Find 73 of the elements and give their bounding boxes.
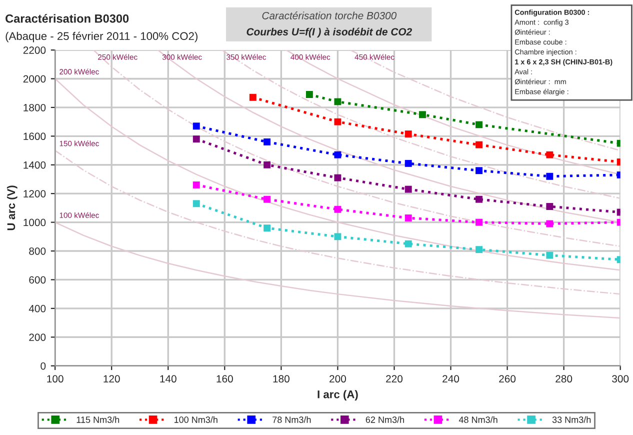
- chart-subtitle: (Abaque - 25 février 2011 - 100% CO2): [6, 32, 198, 42]
- x-tick-label: 140: [160, 375, 176, 383]
- y-tick-label: 1200: [24, 190, 46, 198]
- point: [264, 196, 271, 203]
- point: [404, 186, 412, 193]
- point: [476, 121, 482, 128]
- point: [404, 160, 412, 167]
- y-tick-label: 2000: [23, 75, 46, 83]
- y-tick-label: 200: [29, 334, 46, 341]
- x-tick-label: 120: [104, 375, 120, 383]
- point: [404, 130, 412, 138]
- point: [546, 220, 554, 228]
- point: [404, 214, 412, 222]
- y-tick-label: 0: [40, 362, 46, 370]
- point: [192, 181, 200, 188]
- y-tick-label: 1800: [24, 104, 46, 112]
- point: [334, 118, 342, 126]
- x-tick-label: 100: [47, 375, 64, 383]
- point: [334, 174, 342, 182]
- legend-label: 115 Nm3/h: [76, 416, 120, 423]
- legend-label: 100 Nm3/h: [174, 416, 218, 423]
- point: [264, 161, 271, 168]
- y-tick-label: 2200: [23, 46, 46, 54]
- point: [192, 136, 200, 142]
- point: [476, 196, 482, 203]
- y-tick-label: 1000: [24, 218, 46, 226]
- x-tick-label: 280: [556, 375, 572, 383]
- x-axis-title: I arc (A): [318, 390, 358, 400]
- x-tick-label: 200: [330, 375, 346, 383]
- x-tick-label: 220: [386, 375, 403, 383]
- point: [249, 94, 256, 101]
- text: Caractérisation torche B0300: [262, 12, 397, 20]
- x-tick-label: 240: [442, 375, 460, 383]
- x-tick-label: 180: [273, 375, 290, 383]
- y-tick-label: 1600: [24, 132, 46, 140]
- point: [334, 98, 342, 106]
- point: [476, 167, 482, 174]
- point: [476, 141, 482, 148]
- line-series: [55, 150, 620, 295]
- line-series: [221, 50, 620, 199]
- point: [264, 224, 271, 232]
- legend-label: 48 Nm3/h: [458, 416, 498, 423]
- line-series: [350, 50, 620, 152]
- point: [334, 233, 342, 240]
- chart-title: Caractérisation B0300: [6, 14, 129, 23]
- y-tick-label: 800: [29, 247, 46, 255]
- y-tick-label: 400: [28, 304, 46, 312]
- point: [546, 172, 554, 180]
- y-tick-label: 600: [29, 276, 46, 284]
- legend-label: 62 Nm3/h: [366, 416, 404, 423]
- line-series: [55, 222, 620, 319]
- y-tick-label: 1400: [24, 161, 46, 169]
- y-axis-title: U arc (V): [6, 186, 18, 230]
- point: [546, 252, 554, 259]
- point: [546, 203, 554, 210]
- legend-label: 78 Nm3/h: [272, 416, 311, 423]
- point: [404, 240, 412, 248]
- point: [476, 218, 482, 226]
- legend-label: 33 Nm3/h: [552, 416, 591, 423]
- point: [306, 91, 313, 98]
- point: [192, 122, 200, 130]
- point: [334, 206, 342, 213]
- point: [419, 111, 426, 118]
- point: [264, 138, 271, 146]
- point: [334, 151, 342, 158]
- x-tick-label: 300: [612, 375, 629, 383]
- x-tick-label: 160: [216, 375, 233, 383]
- point: [546, 151, 554, 158]
- point: [476, 246, 482, 254]
- point: [192, 200, 200, 208]
- line-series: [55, 78, 620, 271]
- x-tick-label: 260: [499, 375, 516, 383]
- text: Courbes U=f(I ) à isodébit de CO2: [246, 28, 412, 38]
